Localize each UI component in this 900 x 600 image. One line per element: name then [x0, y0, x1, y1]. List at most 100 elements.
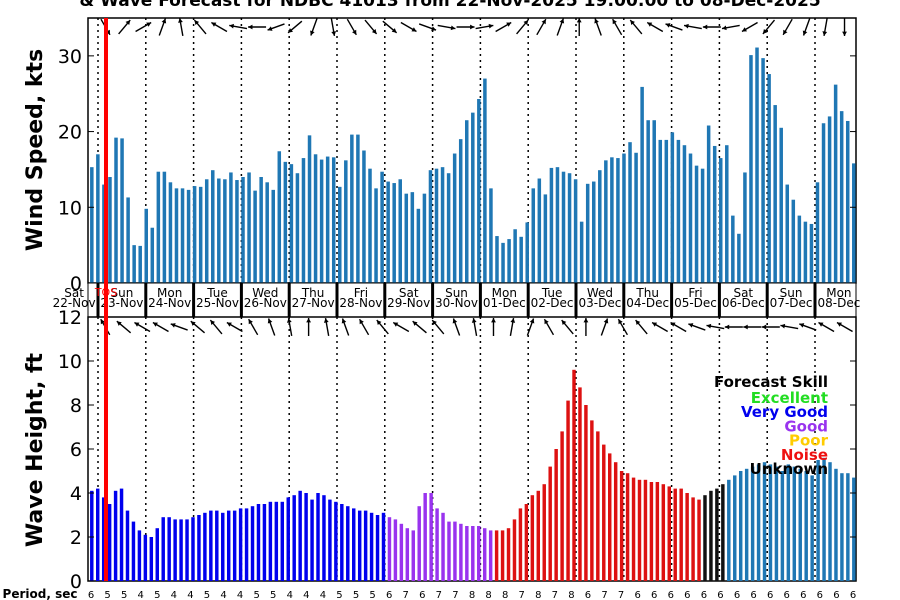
wind-bar: [839, 111, 844, 283]
wind-bar: [102, 184, 106, 283]
period-label: 6: [767, 590, 773, 600]
wave-arrow: [561, 319, 574, 335]
wind-arrow: [193, 19, 207, 35]
legend-entry: Noise: [781, 446, 828, 464]
wind-bar: [585, 183, 590, 283]
wave-bar: [375, 515, 380, 581]
wave-arrow: [267, 318, 276, 336]
wind-bar: [259, 177, 263, 283]
period-label: 6: [585, 590, 591, 600]
wind-bar: [338, 186, 342, 283]
wave-arrow: [688, 323, 706, 331]
wave-bar: [155, 528, 159, 581]
wind-bar: [591, 181, 596, 283]
period-label: 5: [336, 590, 342, 600]
wind-bar: [211, 170, 215, 283]
wind-bar: [737, 233, 741, 283]
wind-bar: [350, 134, 354, 283]
period-label: 8: [485, 590, 491, 600]
wind-bar: [313, 154, 318, 283]
wave-bar: [500, 530, 505, 581]
wind-bar: [247, 172, 251, 283]
wind-bar: [706, 125, 711, 283]
wind-bar: [712, 145, 717, 283]
wave-y-tick-label: 12: [58, 307, 82, 329]
wind-bar: [398, 179, 402, 283]
period-label: 4: [303, 590, 309, 600]
date-label: 01-Dec: [483, 296, 526, 310]
wave-arrow: [543, 318, 555, 336]
wind-bar: [362, 150, 366, 283]
wave-arrow: [670, 321, 687, 333]
wave-arrow: [799, 323, 817, 331]
wave-bar: [459, 523, 463, 581]
period-label: 6: [668, 590, 674, 600]
date-label: 05-Dec: [674, 296, 717, 310]
period-label: 7: [519, 590, 525, 600]
wave-bar: [721, 484, 725, 581]
wave-bar: [560, 431, 564, 581]
wind-arrow: [456, 24, 475, 30]
wind-y-tick-label: 10: [58, 197, 82, 219]
period-label: 4: [138, 590, 144, 600]
wind-bar: [779, 127, 783, 284]
wave-arrow: [412, 320, 427, 334]
wind-bar: [458, 139, 463, 283]
wind-bar: [114, 137, 118, 283]
day-of-week-label: Sat: [399, 286, 419, 300]
wind-bar: [694, 165, 699, 283]
wave-bar: [828, 462, 832, 581]
day-label-strip: Sat22-NovSun23-NovMon24-NovTue25-NovWed2…: [53, 282, 860, 318]
legend-entry: Good: [784, 417, 828, 435]
wind-bar: [561, 171, 566, 283]
wave-bar: [786, 464, 791, 581]
wave-arrow: [392, 321, 410, 333]
wave-bar: [399, 523, 404, 581]
wave-bar: [691, 497, 695, 581]
period-label: 6: [784, 590, 790, 600]
day-of-week-label: Thu: [301, 286, 325, 300]
wind-y-tick-label: 30: [58, 46, 82, 68]
wind-bar: [180, 188, 185, 283]
wave-arrow: [248, 318, 259, 336]
wind-arrow: [741, 21, 758, 33]
wind-bar: [241, 177, 245, 283]
wave-arrow: [509, 318, 516, 336]
wind-bar: [555, 167, 560, 283]
period-label: 4: [320, 590, 326, 600]
tos-now-marker: TOS: [94, 18, 117, 581]
wind-direction-arrows: [100, 18, 847, 36]
period-label: 4: [220, 590, 226, 600]
wind-bar: [174, 188, 179, 283]
period-label: 8: [535, 590, 541, 600]
wave-arrow: [761, 324, 780, 330]
wave-arrow: [306, 318, 312, 336]
wave-arrow: [358, 318, 370, 336]
period-label: 7: [601, 590, 607, 600]
wind-arrow: [802, 18, 811, 36]
wind-arrow: [576, 18, 582, 36]
wave-bar: [810, 475, 814, 581]
legend-entry: Excellent: [751, 389, 828, 407]
wind-bar: [604, 160, 608, 283]
wind-bar: [90, 167, 94, 283]
wind-arrow: [612, 18, 623, 36]
period-label: 6: [833, 590, 839, 600]
date-label: 29-Nov: [387, 296, 430, 310]
date-label: 03-Dec: [578, 296, 621, 310]
wind-arrow: [287, 20, 303, 34]
wind-arrow: [382, 20, 398, 34]
wave-bar: [697, 499, 701, 581]
wave-arrow: [471, 318, 478, 336]
wind-bar: [126, 197, 130, 283]
wind-arrow: [721, 24, 740, 31]
wind-bar: [755, 47, 759, 284]
wave-bar: [798, 468, 802, 581]
day-of-week-label: Tue: [206, 286, 228, 300]
wave-bar: [744, 468, 749, 581]
wind-bar: [688, 153, 693, 283]
wind-bar: [718, 158, 723, 283]
wave-bar: [465, 526, 469, 581]
period-label: 6: [634, 590, 640, 600]
period-label: 5: [253, 590, 259, 600]
